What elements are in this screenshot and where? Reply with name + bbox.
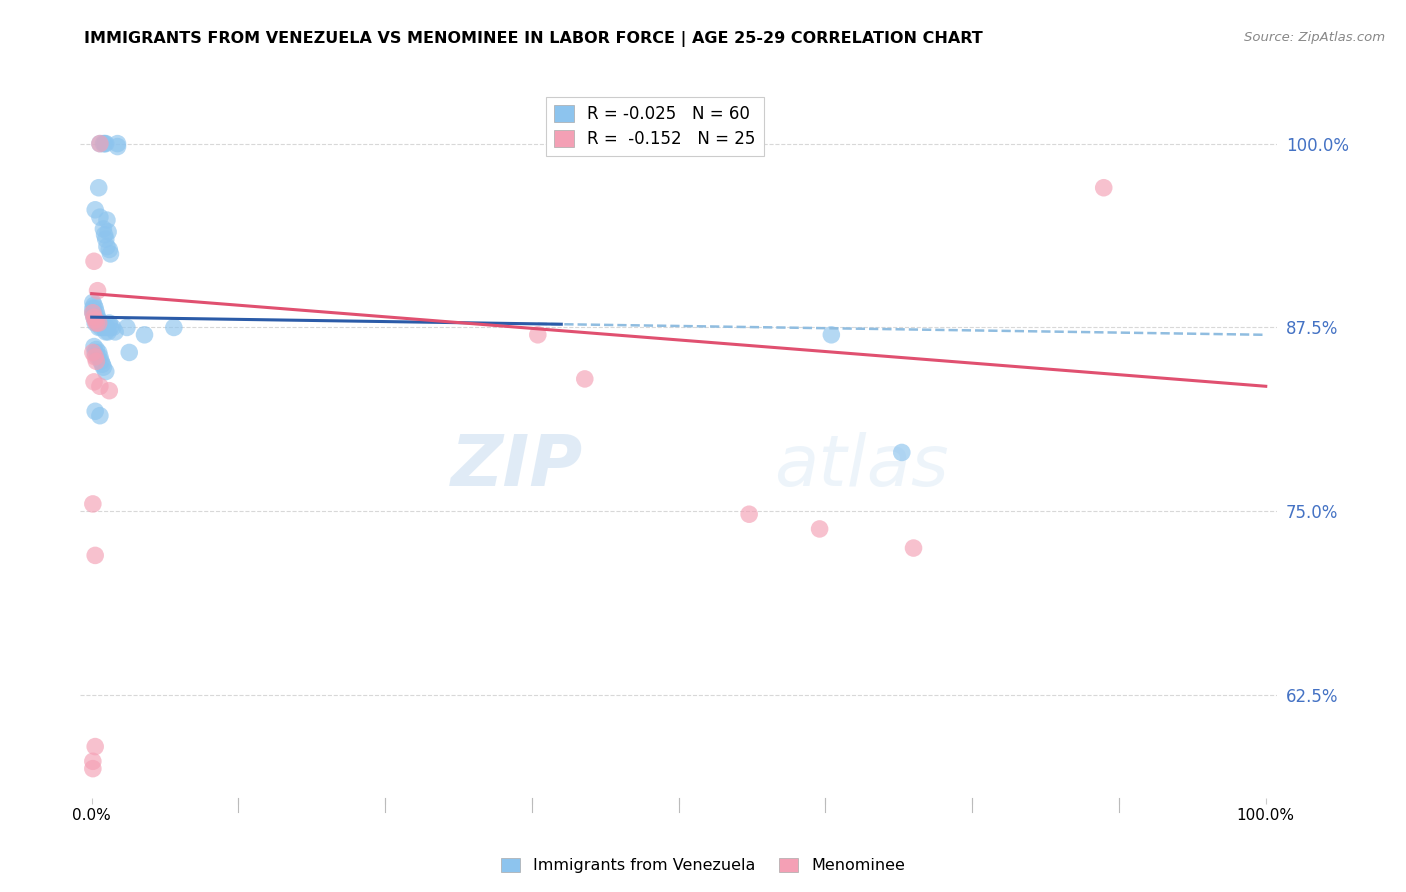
Point [87,316,110,330]
Point [97,325,120,339]
Point [89,409,111,423]
Point [97,225,120,239]
Point [84,350,107,364]
Point [84,301,107,316]
Point [96,320,118,334]
Point [527,327,550,342]
Point [84,202,107,217]
Point [82,295,104,310]
Point [90,354,112,368]
Point [87,320,110,334]
Point [83,310,105,325]
Point [82,301,104,316]
Point [84,313,107,327]
Point [90,320,112,334]
Point [1092,180,1115,194]
Text: atlas: atlas [775,432,949,501]
Point [738,507,761,521]
Point [86,316,108,330]
Point [163,320,186,334]
Point [89,379,111,393]
Point [82,345,104,359]
Point [94,365,117,379]
Text: IMMIGRANTS FROM VENEZUELA VS MENOMINEE IN LABOR FORCE | AGE 25-29 CORRELATION CH: IMMIGRANTS FROM VENEZUELA VS MENOMINEE I… [84,31,983,47]
Point [93,227,115,242]
Point [86,343,108,357]
Point [83,306,105,320]
Point [86,284,108,298]
Text: ZIP: ZIP [451,432,583,501]
Point [83,375,105,389]
Text: Source: ZipAtlas.com: Source: ZipAtlas.com [1244,31,1385,45]
Point [820,327,842,342]
Point [83,310,105,325]
Point [87,313,110,327]
Point [83,298,105,312]
Point [134,327,156,342]
Point [107,139,129,153]
Point [82,306,104,320]
Point [100,247,122,261]
Point [91,357,114,371]
Point [83,340,105,354]
Legend: Immigrants from Venezuela, Menominee: Immigrants from Venezuela, Menominee [495,851,911,880]
Point [82,762,104,776]
Point [903,541,925,555]
Point [84,345,107,359]
Point [89,316,111,330]
Point [93,320,115,334]
Point [86,316,108,330]
Point [98,243,121,257]
Legend: R = -0.025   N = 60, R =  -0.152   N = 25: R = -0.025 N = 60, R = -0.152 N = 25 [546,96,763,156]
Point [91,316,114,330]
Point [115,320,138,334]
Point [107,136,129,151]
Point [86,350,108,364]
Point [84,404,107,418]
Point [96,213,118,227]
Point [98,384,121,398]
Point [104,325,127,339]
Point [84,549,107,563]
Point [101,320,124,334]
Point [89,136,111,151]
Point [94,325,117,339]
Point [93,222,115,236]
Point [100,320,122,334]
Point [93,320,115,334]
Point [89,136,111,151]
Point [118,345,141,359]
Point [84,316,107,330]
Point [82,306,104,320]
Point [84,310,107,325]
Point [83,254,105,268]
Point [86,313,108,327]
Point [93,360,115,375]
Point [86,354,108,368]
Point [86,306,108,320]
Point [82,497,104,511]
Point [94,232,117,246]
Point [93,136,115,151]
Point [86,310,108,325]
Point [808,522,831,536]
Point [98,316,121,330]
Point [89,210,111,224]
Point [89,350,111,364]
Point [87,180,110,194]
Point [96,239,118,253]
Point [82,754,104,768]
Point [94,136,117,151]
Point [87,345,110,359]
Point [84,739,107,754]
Point [890,445,912,459]
Point [574,372,596,386]
Point [93,136,115,151]
